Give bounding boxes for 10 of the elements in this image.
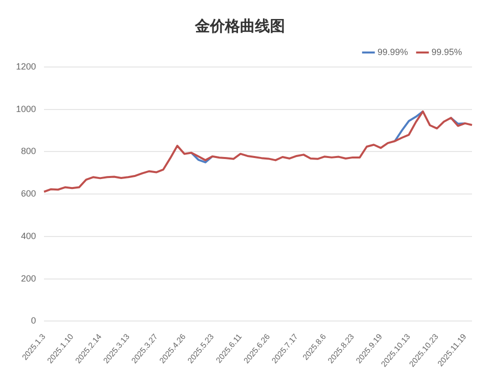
legend-label: 99.99% (377, 46, 408, 57)
y-tick-label: 1000 (16, 104, 36, 114)
y-tick-label: 800 (20, 146, 36, 156)
y-tick-label: 600 (20, 188, 36, 199)
y-tick-label: 400 (20, 230, 36, 241)
legend-label: 99.95% (431, 46, 462, 57)
chart-title: 金价格曲线图 (194, 16, 285, 35)
y-tick-label: 0 (31, 316, 36, 326)
y-tick-label: 200 (20, 273, 36, 284)
y-tick-label: 1200 (16, 61, 36, 72)
